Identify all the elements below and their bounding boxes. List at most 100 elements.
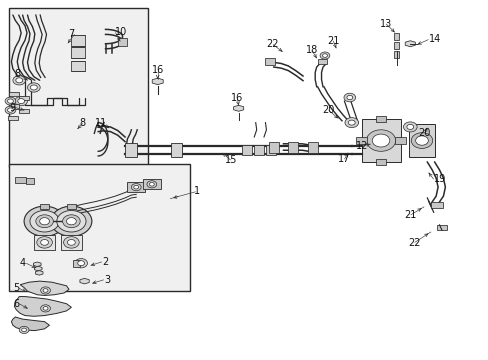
Text: 13: 13 — [379, 19, 391, 29]
Text: 22: 22 — [407, 238, 420, 248]
Circle shape — [5, 97, 16, 105]
Bar — [361, 119, 400, 162]
Text: 20: 20 — [322, 105, 334, 115]
Bar — [71, 47, 84, 58]
Bar — [15, 177, 25, 183]
Circle shape — [5, 106, 16, 114]
Circle shape — [7, 108, 13, 112]
Bar — [394, 137, 405, 144]
Bar — [288, 142, 298, 153]
Bar — [307, 142, 317, 153]
Circle shape — [320, 52, 329, 59]
Text: 21: 21 — [403, 210, 416, 220]
Circle shape — [51, 206, 92, 236]
Polygon shape — [14, 297, 71, 316]
Text: 4: 4 — [20, 258, 26, 268]
Polygon shape — [33, 262, 41, 266]
Circle shape — [78, 261, 84, 266]
Text: 20: 20 — [418, 128, 430, 138]
Circle shape — [21, 328, 26, 332]
Bar — [25, 178, 34, 184]
Text: 8: 8 — [14, 69, 20, 79]
Text: 19: 19 — [433, 174, 445, 184]
Text: 16: 16 — [231, 93, 243, 103]
Bar — [9, 92, 19, 96]
Bar — [143, 179, 160, 189]
Circle shape — [347, 120, 354, 125]
Circle shape — [63, 237, 79, 248]
Bar — [125, 143, 137, 157]
Bar — [170, 143, 181, 157]
Circle shape — [7, 99, 13, 103]
Text: 9: 9 — [9, 103, 15, 113]
Text: 6: 6 — [13, 299, 19, 309]
Polygon shape — [405, 41, 414, 47]
Circle shape — [41, 239, 48, 245]
Text: 14: 14 — [428, 35, 440, 44]
Circle shape — [27, 83, 40, 92]
Text: 18: 18 — [305, 45, 317, 55]
Bar — [118, 38, 127, 46]
Bar — [393, 42, 398, 49]
Text: 11: 11 — [94, 118, 106, 128]
Bar — [34, 235, 55, 250]
Bar — [9, 164, 189, 291]
Text: 15: 15 — [224, 155, 237, 165]
Text: 2: 2 — [102, 257, 108, 267]
Circle shape — [344, 118, 358, 128]
Text: 5: 5 — [13, 283, 19, 293]
Text: 1: 1 — [193, 186, 200, 197]
Bar — [19, 109, 29, 113]
Circle shape — [30, 211, 59, 232]
Bar — [71, 60, 84, 71]
Circle shape — [13, 76, 25, 85]
Circle shape — [322, 54, 327, 57]
Circle shape — [134, 185, 139, 189]
Bar — [8, 116, 18, 121]
Text: 17: 17 — [338, 154, 350, 164]
Bar — [40, 204, 49, 209]
Circle shape — [346, 95, 352, 100]
Polygon shape — [35, 271, 43, 275]
Circle shape — [37, 237, 52, 248]
Text: 21: 21 — [326, 36, 339, 46]
Text: 16: 16 — [151, 64, 163, 75]
Bar — [254, 145, 264, 156]
Bar — [268, 142, 278, 153]
Bar — [127, 182, 145, 192]
Circle shape — [403, 122, 416, 132]
Circle shape — [147, 181, 157, 188]
Circle shape — [40, 218, 49, 225]
Bar — [264, 58, 274, 64]
Polygon shape — [152, 78, 163, 85]
Bar — [242, 145, 251, 156]
Polygon shape — [233, 105, 243, 111]
Bar — [61, 235, 82, 250]
Circle shape — [36, 215, 53, 228]
Bar — [71, 35, 84, 45]
Bar — [67, 204, 76, 209]
Text: 10: 10 — [115, 27, 127, 37]
Text: 7: 7 — [68, 29, 75, 39]
Text: 8: 8 — [80, 118, 85, 128]
Circle shape — [30, 85, 37, 90]
Circle shape — [24, 206, 65, 236]
Circle shape — [19, 326, 29, 333]
Bar — [73, 260, 80, 267]
Text: 22: 22 — [266, 40, 279, 49]
Polygon shape — [20, 281, 69, 296]
Circle shape — [62, 215, 80, 228]
Bar — [393, 33, 398, 40]
Circle shape — [18, 99, 24, 104]
Text: 12: 12 — [356, 141, 368, 151]
Circle shape — [371, 134, 389, 147]
Bar — [436, 225, 446, 230]
Circle shape — [366, 130, 395, 151]
Bar — [318, 59, 326, 64]
Circle shape — [410, 133, 432, 148]
Bar — [408, 125, 434, 157]
Bar — [266, 145, 276, 156]
Bar — [355, 137, 366, 144]
Circle shape — [149, 183, 154, 186]
Circle shape — [75, 258, 87, 268]
